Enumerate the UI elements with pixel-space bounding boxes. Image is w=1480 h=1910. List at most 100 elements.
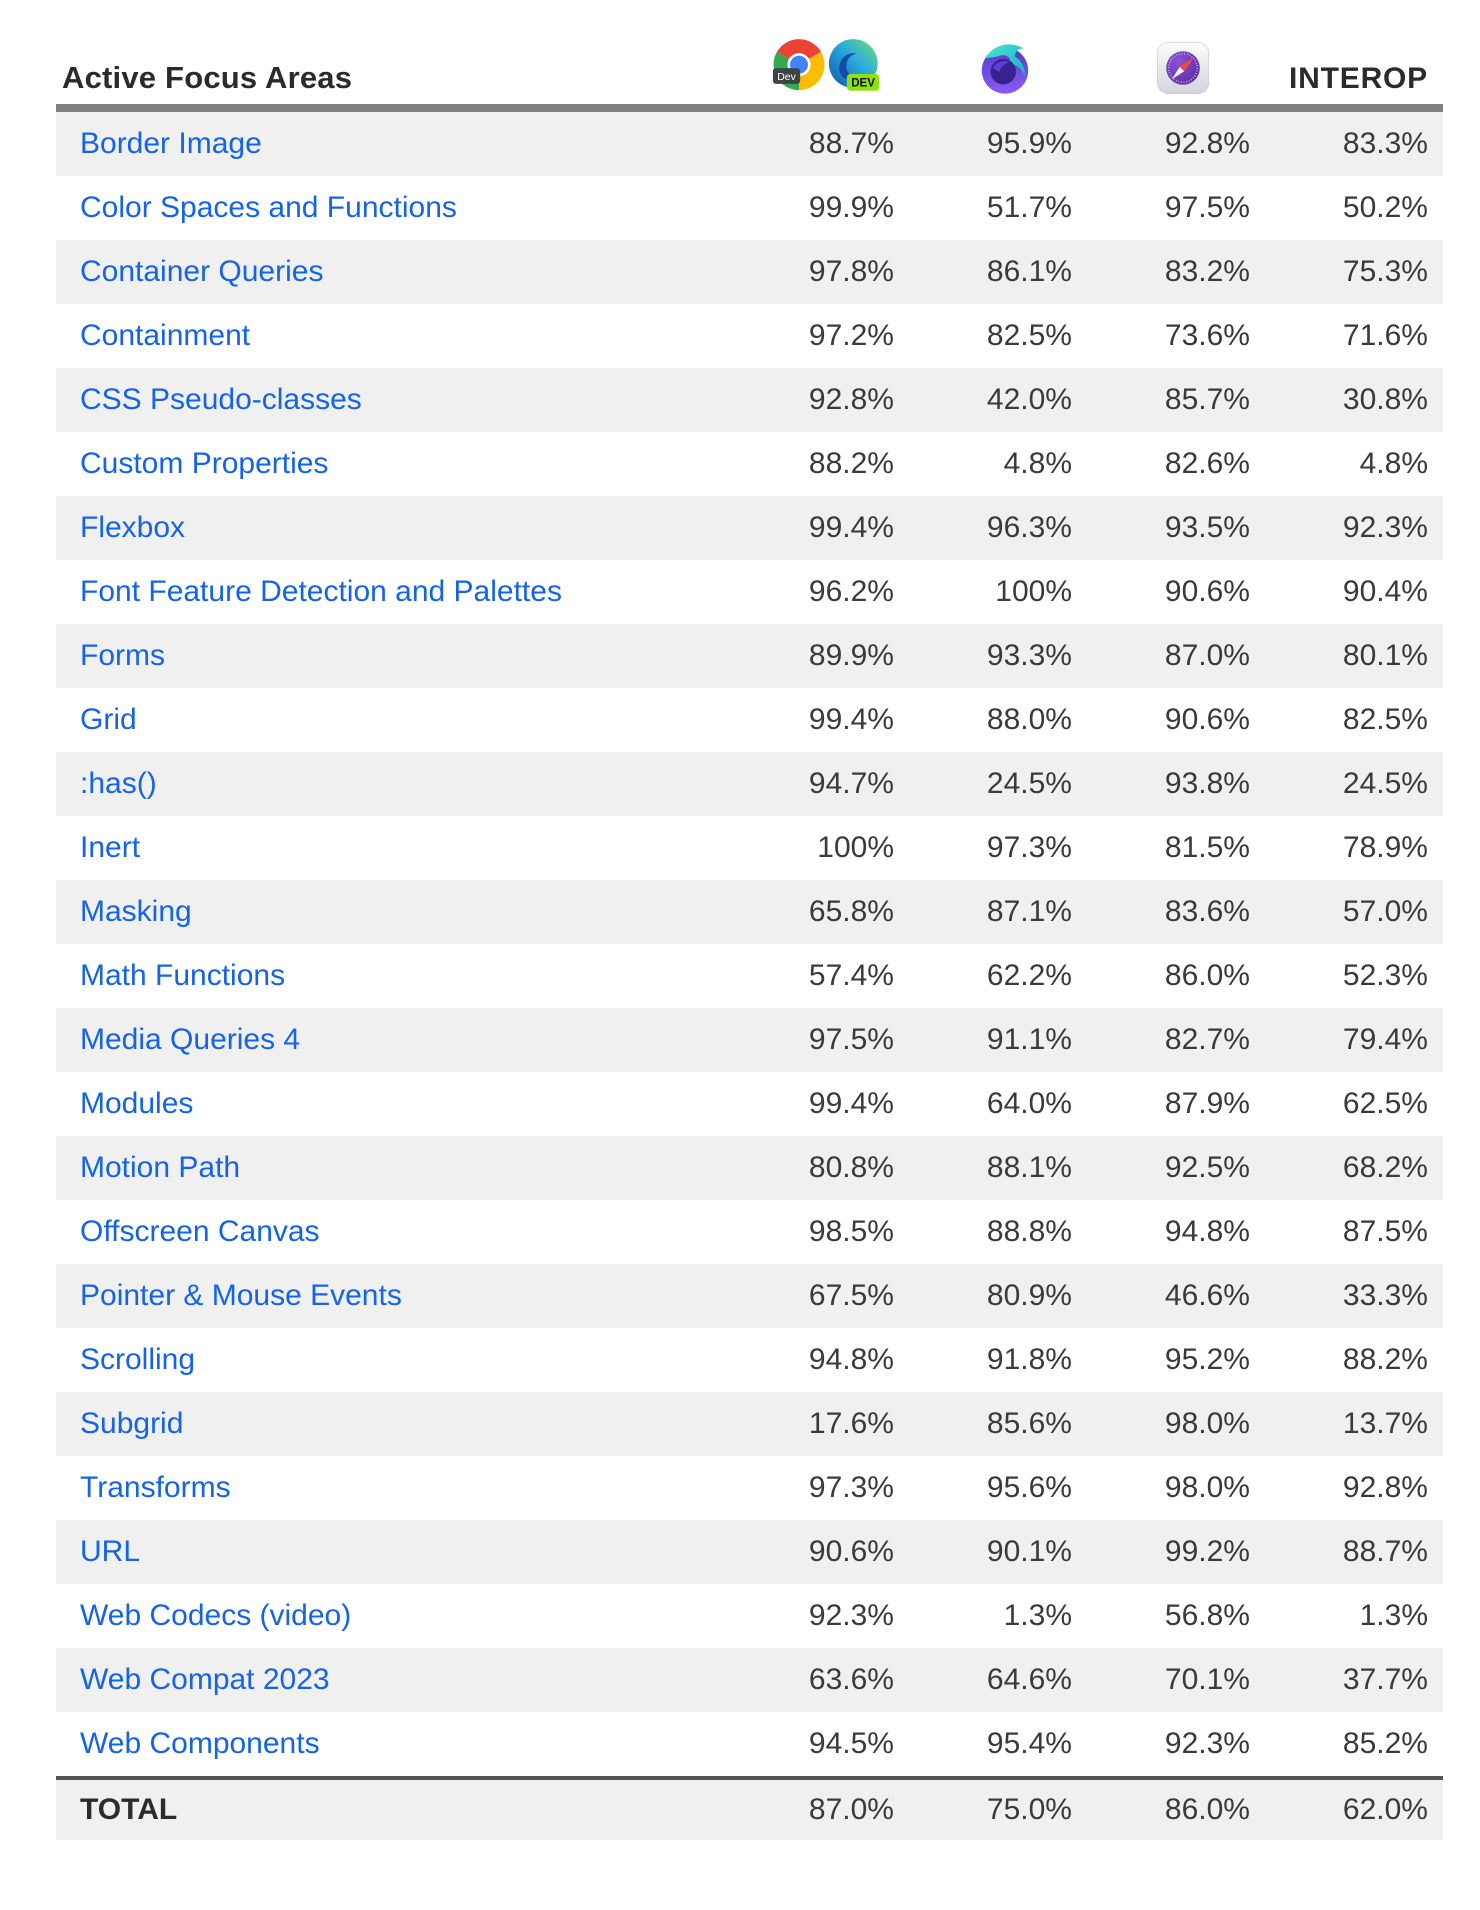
focus-area-link[interactable]: Modules bbox=[80, 1087, 194, 1120]
score-safari-tp: 99.2% bbox=[1164, 1535, 1250, 1568]
focus-area-row: Custom Properties 88.2% 4.8% 82.6% 4.8% bbox=[56, 432, 1443, 496]
score-interop: 33.3% bbox=[1342, 1279, 1428, 1312]
score-firefox-nightly: 95.4% bbox=[986, 1727, 1072, 1760]
score-interop: 24.5% bbox=[1342, 767, 1428, 800]
score-chrome-edge-dev: 67.5% bbox=[808, 1279, 894, 1312]
focus-area-link[interactable]: Font Feature Detection and Palettes bbox=[80, 575, 562, 608]
focus-area-link[interactable]: Forms bbox=[80, 639, 165, 672]
focus-area-link[interactable]: Flexbox bbox=[80, 511, 186, 544]
score-interop: 71.6% bbox=[1342, 319, 1428, 352]
total-score-firefox-nightly: 75.0% bbox=[986, 1793, 1072, 1826]
score-interop: 82.5% bbox=[1342, 703, 1428, 736]
focus-area-link[interactable]: Media Queries 4 bbox=[80, 1023, 301, 1056]
score-safari-tp: 93.8% bbox=[1164, 767, 1250, 800]
score-chrome-edge-dev: 97.2% bbox=[808, 319, 894, 352]
score-interop: 90.4% bbox=[1342, 575, 1428, 608]
score-safari-tp: 92.3% bbox=[1164, 1727, 1250, 1760]
score-safari-tp: 98.0% bbox=[1164, 1471, 1250, 1504]
focus-area-link[interactable]: Border Image bbox=[80, 127, 262, 160]
score-safari-tp: 82.7% bbox=[1164, 1023, 1250, 1056]
score-safari-tp: 46.6% bbox=[1164, 1279, 1250, 1312]
focus-area-link[interactable]: Motion Path bbox=[80, 1151, 241, 1184]
focus-area-link[interactable]: Color Spaces and Functions bbox=[80, 191, 457, 224]
score-safari-tp: 81.5% bbox=[1164, 831, 1250, 864]
focus-area-link[interactable]: Transforms bbox=[80, 1471, 231, 1504]
score-firefox-nightly: 64.6% bbox=[986, 1663, 1072, 1696]
score-chrome-edge-dev: 17.6% bbox=[808, 1407, 894, 1440]
score-firefox-nightly: 93.3% bbox=[986, 639, 1072, 672]
score-firefox-nightly: 88.8% bbox=[986, 1215, 1072, 1248]
score-chrome-edge-dev: 97.3% bbox=[808, 1471, 894, 1504]
focus-area-row: Web Components 94.5% 95.4% 92.3% 85.2% bbox=[56, 1712, 1443, 1776]
score-chrome-edge-dev: 90.6% bbox=[808, 1535, 894, 1568]
score-safari-tp: 94.8% bbox=[1164, 1215, 1250, 1248]
focus-area-row: Masking 65.8% 87.1% 83.6% 57.0% bbox=[56, 880, 1443, 944]
focus-area-link[interactable]: CSS Pseudo-classes bbox=[80, 383, 362, 416]
svg-text:Dev: Dev bbox=[777, 72, 796, 83]
score-chrome-edge-dev: 94.5% bbox=[808, 1727, 894, 1760]
focus-area-row: Font Feature Detection and Palettes 96.2… bbox=[56, 560, 1443, 624]
score-firefox-nightly: 90.1% bbox=[986, 1535, 1072, 1568]
column-header-safari-technology-preview bbox=[1094, 40, 1272, 96]
focus-area-link[interactable]: Math Functions bbox=[80, 959, 286, 992]
score-interop: 85.2% bbox=[1342, 1727, 1428, 1760]
focus-area-link[interactable]: Container Queries bbox=[80, 255, 324, 288]
focus-area-link[interactable]: Web Codecs (video) bbox=[80, 1599, 352, 1632]
column-header-chrome-edge-dev: Dev bbox=[738, 38, 916, 96]
score-safari-tp: 85.7% bbox=[1164, 383, 1250, 416]
focus-area-row: CSS Pseudo-classes 92.8% 42.0% 85.7% 30.… bbox=[56, 368, 1443, 432]
focus-area-rows: Border Image 88.7% 95.9% 92.8% 83.3% Col… bbox=[56, 112, 1443, 1776]
score-safari-tp: 56.8% bbox=[1164, 1599, 1250, 1632]
focus-area-row: Web Compat 2023 63.6% 64.6% 70.1% 37.7% bbox=[56, 1648, 1443, 1712]
focus-area-link[interactable]: Containment bbox=[80, 319, 251, 352]
focus-area-row: Pointer & Mouse Events 67.5% 80.9% 46.6%… bbox=[56, 1264, 1443, 1328]
svg-text:DEV: DEV bbox=[851, 77, 875, 90]
score-chrome-edge-dev: 94.7% bbox=[808, 767, 894, 800]
score-chrome-edge-dev: 65.8% bbox=[808, 895, 894, 928]
focus-area-link[interactable]: Masking bbox=[80, 895, 192, 928]
safari-technology-preview-icon bbox=[1155, 40, 1211, 96]
score-firefox-nightly: 62.2% bbox=[986, 959, 1072, 992]
score-interop: 52.3% bbox=[1342, 959, 1428, 992]
score-firefox-nightly: 86.1% bbox=[986, 255, 1072, 288]
score-chrome-edge-dev: 89.9% bbox=[808, 639, 894, 672]
focus-area-link[interactable]: Offscreen Canvas bbox=[80, 1215, 320, 1248]
score-chrome-edge-dev: 99.4% bbox=[808, 511, 894, 544]
total-score-interop: 62.0% bbox=[1342, 1793, 1428, 1826]
focus-area-link[interactable]: Custom Properties bbox=[80, 447, 329, 480]
score-interop: 80.1% bbox=[1342, 639, 1428, 672]
score-chrome-edge-dev: 100% bbox=[817, 831, 894, 864]
focus-area-link[interactable]: Inert bbox=[80, 831, 141, 864]
chrome-dev-icon: Dev bbox=[770, 38, 828, 96]
focus-area-link[interactable]: Web Compat 2023 bbox=[80, 1663, 330, 1696]
score-safari-tp: 70.1% bbox=[1164, 1663, 1250, 1696]
focus-area-link[interactable]: Pointer & Mouse Events bbox=[80, 1279, 402, 1312]
score-safari-tp: 87.9% bbox=[1164, 1087, 1250, 1120]
score-interop: 68.2% bbox=[1342, 1151, 1428, 1184]
score-firefox-nightly: 82.5% bbox=[986, 319, 1072, 352]
score-interop: 75.3% bbox=[1342, 255, 1428, 288]
score-interop: 92.3% bbox=[1342, 511, 1428, 544]
focus-area-row: Inert 100% 97.3% 81.5% 78.9% bbox=[56, 816, 1443, 880]
score-firefox-nightly: 87.1% bbox=[986, 895, 1072, 928]
focus-area-link[interactable]: Web Components bbox=[80, 1727, 320, 1760]
score-firefox-nightly: 88.0% bbox=[986, 703, 1072, 736]
score-firefox-nightly: 80.9% bbox=[986, 1279, 1072, 1312]
focus-area-row: Border Image 88.7% 95.9% 92.8% 83.3% bbox=[56, 112, 1443, 176]
focus-area-link[interactable]: Subgrid bbox=[80, 1407, 184, 1440]
focus-area-row: Scrolling 94.8% 91.8% 95.2% 88.2% bbox=[56, 1328, 1443, 1392]
focus-area-link[interactable]: :has() bbox=[80, 767, 157, 800]
score-chrome-edge-dev: 57.4% bbox=[808, 959, 894, 992]
score-interop: 1.3% bbox=[1359, 1599, 1428, 1632]
score-safari-tp: 87.0% bbox=[1164, 639, 1250, 672]
score-firefox-nightly: 95.9% bbox=[986, 127, 1072, 160]
focus-area-link[interactable]: Grid bbox=[80, 703, 137, 736]
score-interop: 37.7% bbox=[1342, 1663, 1428, 1696]
score-chrome-edge-dev: 88.7% bbox=[808, 127, 894, 160]
focus-area-link[interactable]: URL bbox=[80, 1535, 141, 1568]
interop-dashboard-table: Active Focus Areas Dev bbox=[56, 0, 1443, 1840]
score-interop: 92.8% bbox=[1342, 1471, 1428, 1504]
score-safari-tp: 95.2% bbox=[1164, 1343, 1250, 1376]
score-interop: 13.7% bbox=[1342, 1407, 1428, 1440]
focus-area-link[interactable]: Scrolling bbox=[80, 1343, 196, 1376]
